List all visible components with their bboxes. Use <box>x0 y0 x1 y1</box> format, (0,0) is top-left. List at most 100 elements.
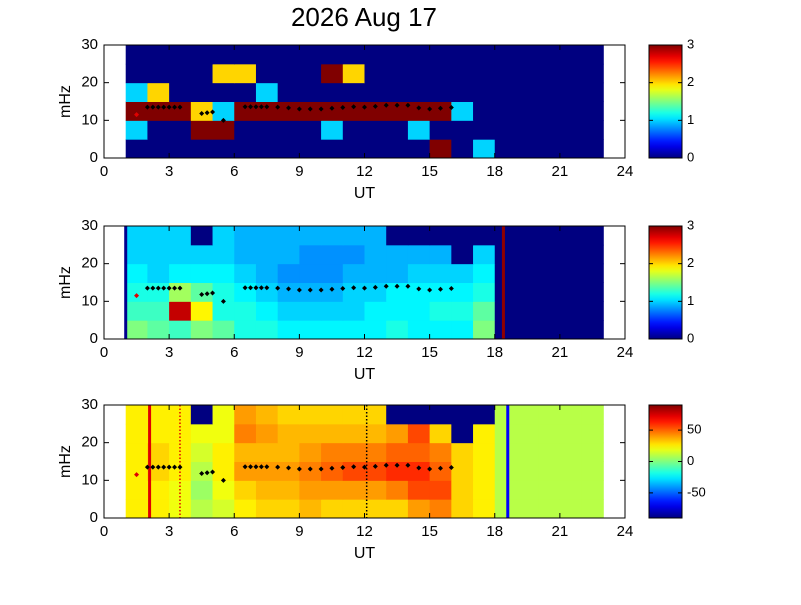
heatmap-cell <box>342 405 365 425</box>
heatmap-cell <box>364 282 387 302</box>
trace-point <box>286 286 292 292</box>
heatmap-cell <box>169 226 192 246</box>
heatmap-cell <box>538 442 561 462</box>
heatmap-cell <box>516 82 539 102</box>
x-tick-label: 9 <box>295 163 303 180</box>
heatmap-cell <box>147 301 170 321</box>
colorbar <box>648 44 683 159</box>
heatmap-cell <box>494 45 517 65</box>
heatmap-cell <box>538 405 561 425</box>
x-tick-label: 0 <box>100 163 108 180</box>
trace-point <box>161 285 167 291</box>
heatmap-cell <box>190 244 214 265</box>
trace-point <box>362 104 367 110</box>
heatmap-cell <box>364 480 387 500</box>
heatmap-cell <box>125 82 148 102</box>
heatmap-cell <box>255 226 279 246</box>
heatmap-cell <box>321 499 344 519</box>
heatmap-cell <box>277 139 300 159</box>
trace-point <box>258 104 264 110</box>
heatmap-cell <box>321 120 344 140</box>
trace-point <box>394 462 400 468</box>
heatmap-cell <box>494 63 517 84</box>
trace-point <box>161 104 167 110</box>
heatmap-cell <box>364 244 387 265</box>
trace-point <box>372 284 378 290</box>
heatmap-cell <box>125 63 148 84</box>
heatmap-cell <box>255 499 279 519</box>
heatmap-cell <box>538 82 561 102</box>
heatmap-cell <box>494 405 517 425</box>
heatmap-cell <box>342 301 365 321</box>
heatmap-cell <box>407 244 431 265</box>
heatmap-cell <box>407 499 431 519</box>
heatmap-cell <box>581 320 604 340</box>
heatmap-cell <box>516 244 539 265</box>
heatmap-cell <box>386 244 409 265</box>
heatmap-cell <box>169 45 192 65</box>
heatmap-cell <box>125 423 148 444</box>
heatmap-cell <box>494 301 517 321</box>
heatmap-cell <box>125 101 148 121</box>
trace-point <box>220 298 226 304</box>
heatmap-cell <box>429 120 452 140</box>
trace-point <box>318 287 324 293</box>
heatmap-cell <box>538 139 561 159</box>
heatmap-cell <box>277 442 300 462</box>
heatmap-cell <box>364 442 387 462</box>
heatmap-cell <box>386 320 409 340</box>
heatmap-cell <box>473 120 496 140</box>
heatmap-cell <box>147 45 170 65</box>
heatmap-cell <box>516 480 539 500</box>
heatmap-cell <box>342 480 365 500</box>
trace-point <box>248 285 254 291</box>
heatmap-cell <box>321 461 344 481</box>
trace-point <box>166 104 172 110</box>
heatmap-cell <box>516 63 539 84</box>
heatmap-cell <box>407 226 431 246</box>
heatmap-cell <box>299 320 322 340</box>
trace-point <box>177 104 183 110</box>
heatmap-cell <box>559 499 583 519</box>
y-tick-label: 30 <box>81 396 98 413</box>
heatmap-cell <box>494 120 517 140</box>
heatmap-cell <box>125 45 148 65</box>
heatmap-cell <box>364 320 387 340</box>
heatmap-cell <box>538 45 561 65</box>
heatmap-cell <box>581 480 604 500</box>
heatmap-cell <box>559 101 583 121</box>
heatmap-cell <box>473 45 496 65</box>
heatmap-cell <box>516 499 539 519</box>
heatmap-cell <box>234 139 257 159</box>
colorbar-tick-label: 0 <box>687 330 694 345</box>
heatmap-cell <box>321 320 344 340</box>
heatmap-cell <box>321 101 344 121</box>
trace-point <box>144 464 150 470</box>
heatmap-cell <box>451 63 474 84</box>
trace-point <box>242 104 248 110</box>
heatmap-cell <box>190 82 214 102</box>
x-tick-label: 12 <box>356 523 373 540</box>
y-tick-label: 0 <box>90 509 98 526</box>
heatmap-cell <box>277 82 300 102</box>
heatmap-cell <box>473 282 496 302</box>
heatmap-cell <box>169 63 192 84</box>
heatmap-cell <box>342 263 365 283</box>
heatmap-cell <box>451 499 474 519</box>
heatmap-cell <box>342 442 365 462</box>
x-axis-label: UT <box>354 366 376 383</box>
heatmap-cell <box>407 282 431 302</box>
heatmap-cell <box>538 244 561 265</box>
heatmap-cell <box>255 101 279 121</box>
trace-point <box>405 102 411 108</box>
trace-point <box>329 465 335 471</box>
trace-point <box>318 106 324 112</box>
heatmap-cell <box>473 244 496 265</box>
heatmap-cell <box>169 301 192 321</box>
heatmap-cell <box>386 63 409 84</box>
heatmap-cell <box>147 423 170 444</box>
y-tick-label: 0 <box>90 330 98 347</box>
trace-point <box>150 104 156 110</box>
heatmap-cell <box>473 461 496 481</box>
heatmap-cell <box>255 320 279 340</box>
